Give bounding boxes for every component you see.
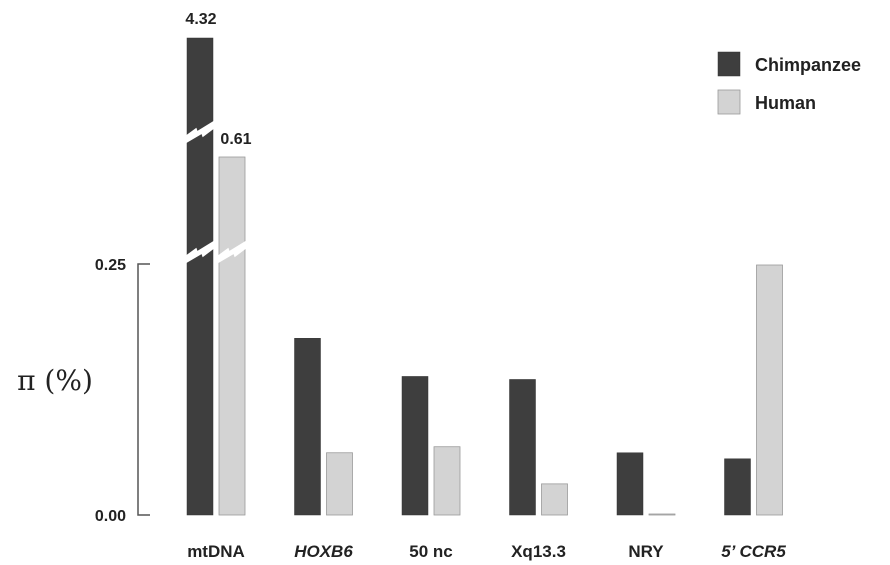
x-tick-label-mtdna: mtDNA xyxy=(187,542,245,561)
x-tick-label-xq13-3: Xq13.3 xyxy=(511,542,566,561)
bar-human-50-nc xyxy=(433,446,461,516)
bar-chimpanzee-xq13-3 xyxy=(509,379,536,516)
axis-break-human-0 xyxy=(216,239,248,265)
legend-swatch-human xyxy=(717,89,741,115)
legend: Chimpanzee Human xyxy=(717,51,861,115)
bar-chimpanzee-nry xyxy=(616,452,644,516)
y-axis-label: π (%) xyxy=(17,364,93,397)
data-label-1: 0.61 xyxy=(220,131,251,148)
labels: mtDNA HOXB6 50 nc Xq13.3 NRY 5’ CCR5 4.32 0.61 xyxy=(185,11,786,561)
x-tick-label-hoxb6: HOXB6 xyxy=(294,542,353,561)
data-label-0: 4.32 xyxy=(185,11,216,28)
bars xyxy=(186,37,783,516)
x-tick-label-50-nc: 50 nc xyxy=(409,542,452,561)
bar-chimpanzee-hoxb6 xyxy=(294,338,321,516)
bar-human-5-ccr5 xyxy=(756,264,783,516)
bar-chimpanzee-50-nc xyxy=(401,376,429,516)
bar-human-nry xyxy=(648,513,676,516)
y-axis: 0.25 0.00 π (%) xyxy=(17,257,150,525)
y-axis-bracket xyxy=(137,263,150,516)
y-tick-label-bottom: 0.00 xyxy=(95,508,126,525)
axis-break-chimpanzee-1 xyxy=(184,239,216,265)
axis-break-chimpanzee-0 xyxy=(184,119,216,145)
bar-human-hoxb6 xyxy=(326,452,353,516)
y-tick-label-top: 0.25 xyxy=(95,257,126,274)
bar-human-mtdna xyxy=(218,156,246,516)
bar-chimpanzee-mtdna xyxy=(186,37,214,516)
x-tick-label-nry: NRY xyxy=(628,542,664,561)
bar-chimpanzee-5-ccr5 xyxy=(724,458,751,516)
legend-label-chimpanzee: Chimpanzee xyxy=(755,55,861,75)
legend-swatch-chimpanzee xyxy=(717,51,741,77)
legend-label-human: Human xyxy=(755,93,816,113)
x-tick-label-5-ccr5: 5’ CCR5 xyxy=(721,542,786,561)
axis-breaks xyxy=(184,119,248,265)
bar-human-xq13-3 xyxy=(541,483,568,516)
